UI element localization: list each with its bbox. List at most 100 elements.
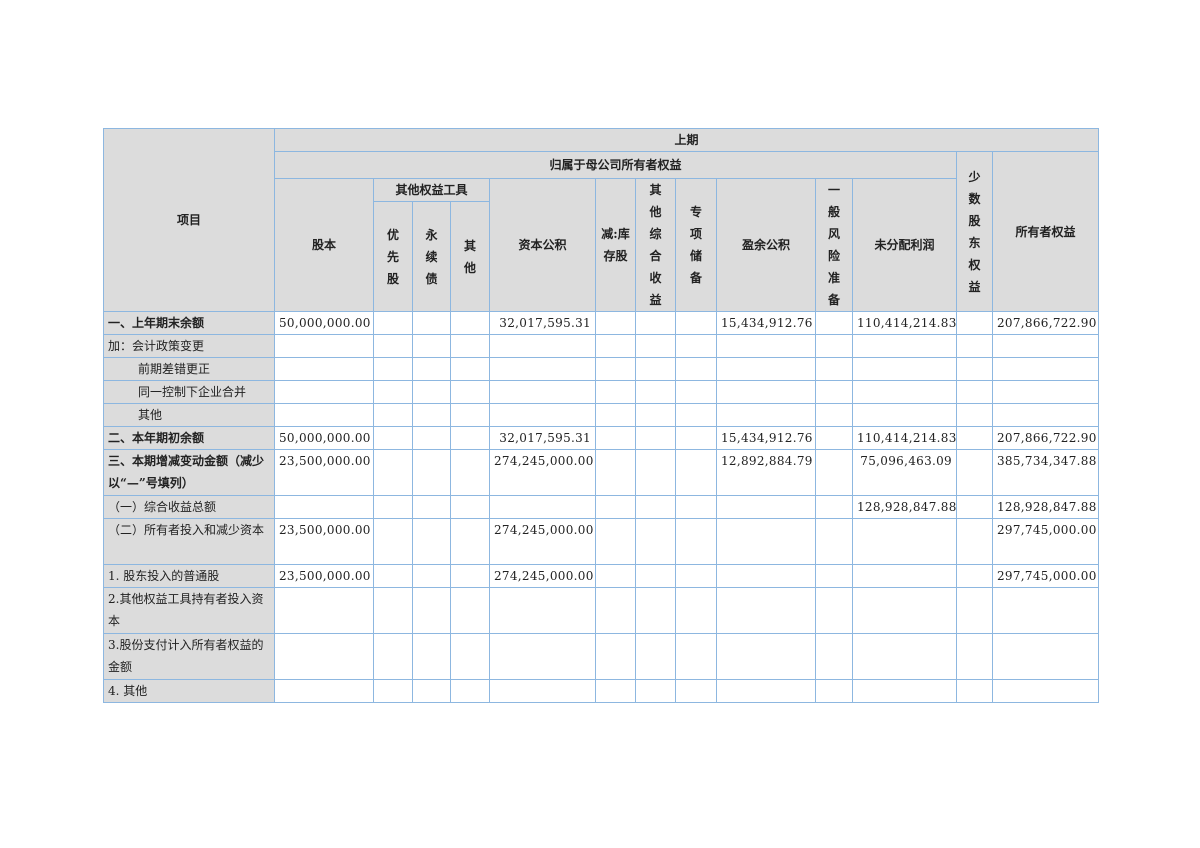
- value-cell: [815, 679, 853, 703]
- row-label: 其他: [103, 403, 275, 427]
- value-cell: [595, 633, 636, 680]
- value-cell: 207,866,722.90: [991, 426, 1100, 450]
- header-other-tool: 其他: [450, 201, 490, 312]
- row-label: 4. 其他: [103, 679, 275, 703]
- value-cell: [956, 564, 993, 588]
- value-cell: [852, 679, 957, 703]
- value-cell: [450, 587, 490, 634]
- row-label: 二、本年期初余额: [103, 426, 275, 450]
- value-cell: [373, 449, 413, 496]
- row-label: 前期差错更正: [103, 357, 275, 381]
- value-cell: [450, 564, 490, 588]
- value-cell: [489, 334, 596, 358]
- value-cell: [595, 380, 636, 404]
- value-cell: [852, 633, 957, 680]
- value-cell: [412, 357, 451, 381]
- value-cell: [489, 357, 596, 381]
- value-cell: [815, 587, 853, 634]
- value-cell: 23,500,000.00: [274, 564, 374, 588]
- row-label: 一、上年期末余额: [103, 311, 275, 335]
- value-cell: [412, 587, 451, 634]
- value-cell: [815, 311, 853, 335]
- value-cell: [635, 449, 676, 496]
- header-share-capital: 股本: [274, 178, 374, 312]
- value-cell: [274, 679, 374, 703]
- value-cell: [450, 518, 490, 565]
- row-label: （一）综合收益总额: [103, 495, 275, 519]
- value-cell: [274, 587, 374, 634]
- value-cell: [716, 334, 816, 358]
- value-cell: [716, 403, 816, 427]
- value-cell: [450, 449, 490, 496]
- value-cell: [412, 495, 451, 519]
- value-cell: [595, 311, 636, 335]
- row-label: 同一控制下企业合并: [103, 380, 275, 404]
- header-period: 上期: [273, 128, 1100, 152]
- value-cell: 128,928,847.88: [852, 495, 957, 519]
- value-cell: [635, 679, 676, 703]
- value-cell: 385,734,347.88: [991, 449, 1100, 496]
- value-cell: 23,500,000.00: [274, 518, 374, 565]
- value-cell: 297,745,000.00: [991, 518, 1100, 565]
- value-cell: [675, 633, 717, 680]
- value-cell: [450, 380, 490, 404]
- value-cell: [815, 633, 853, 680]
- value-cell: [815, 564, 853, 588]
- value-cell: [412, 564, 451, 588]
- value-cell: [852, 403, 957, 427]
- value-cell: [373, 633, 413, 680]
- value-cell: [852, 587, 957, 634]
- header-oci: 其他综合收益: [635, 178, 676, 312]
- value-cell: [675, 449, 717, 496]
- row-label: 三、本期增减变动金额（减少以“—”号填列）: [103, 449, 275, 496]
- row-label: 1. 股东投入的普通股: [103, 564, 275, 588]
- value-cell: [489, 633, 596, 680]
- row-label: （二）所有者投入和减少资本: [103, 518, 275, 565]
- value-cell: 297,745,000.00: [991, 564, 1100, 588]
- value-cell: [274, 633, 374, 680]
- value-cell: 110,414,214.83: [852, 311, 957, 335]
- value-cell: [635, 311, 676, 335]
- table-row: 2.其他权益工具持有者投入资本: [103, 587, 1100, 634]
- value-cell: [595, 679, 636, 703]
- value-cell: [373, 587, 413, 634]
- value-cell: [991, 357, 1100, 381]
- value-cell: [489, 380, 596, 404]
- table-row: 前期差错更正: [103, 357, 1100, 381]
- value-cell: [412, 449, 451, 496]
- value-cell: [274, 403, 374, 427]
- value-cell: [412, 380, 451, 404]
- value-cell: [595, 426, 636, 450]
- value-cell: [635, 587, 676, 634]
- value-cell: [412, 633, 451, 680]
- value-cell: [635, 380, 676, 404]
- value-cell: 274,245,000.00: [489, 449, 596, 496]
- value-cell: [595, 587, 636, 634]
- value-cell: [373, 403, 413, 427]
- value-cell: [489, 587, 596, 634]
- value-cell: [373, 357, 413, 381]
- value-cell: [716, 587, 816, 634]
- value-cell: 15,434,912.76: [716, 426, 816, 450]
- header-special-reserve: 专项储备: [675, 178, 717, 312]
- value-cell: 32,017,595.31: [489, 311, 596, 335]
- value-cell: [675, 679, 717, 703]
- value-cell: [815, 357, 853, 381]
- value-cell: [956, 633, 993, 680]
- value-cell: [489, 495, 596, 519]
- value-cell: [815, 495, 853, 519]
- value-cell: [815, 426, 853, 450]
- header-total-equity: 所有者权益: [991, 151, 1100, 312]
- value-cell: [373, 518, 413, 565]
- value-cell: [595, 449, 636, 496]
- value-cell: [412, 679, 451, 703]
- value-cell: [595, 334, 636, 358]
- value-cell: [815, 403, 853, 427]
- value-cell: [274, 357, 374, 381]
- value-cell: [716, 495, 816, 519]
- value-cell: [815, 334, 853, 358]
- table-row: 1. 股东投入的普通股 23,500,000.00 274,245,000.00 29…: [103, 564, 1100, 588]
- value-cell: [675, 357, 717, 381]
- value-cell: [956, 518, 993, 565]
- value-cell: [274, 334, 374, 358]
